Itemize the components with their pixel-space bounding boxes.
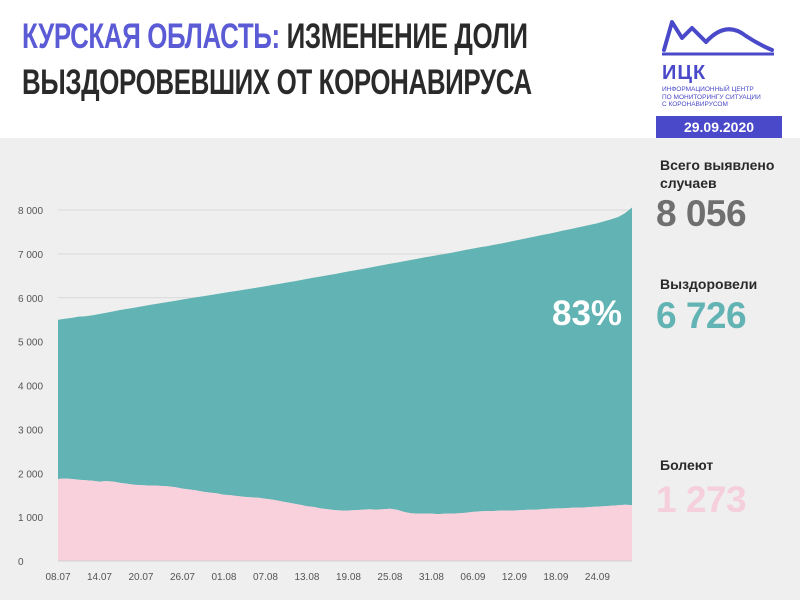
y-tick-label: 6 000: [18, 294, 43, 305]
y-tick-label: 0: [18, 557, 24, 568]
y-tick-label: 2 000: [18, 469, 43, 480]
y-tick-label: 3 000: [18, 425, 43, 436]
logo-subtitle-line: ПО МОНИТОРИНГУ СИТУАЦИИ: [662, 93, 761, 101]
total-cases-value: 8 056: [656, 193, 747, 234]
total-cases-label: Всего выявлено случаев: [660, 156, 774, 192]
total-cases-label-line: Всего выявлено: [660, 157, 775, 173]
title-line-2: ВЫЗДОРОВЕВШИХ ОТ КОРОНАВИРУСА: [22, 63, 532, 102]
y-tick-label: 8 000: [18, 206, 43, 217]
title-line-1: КУРСКАЯ ОБЛАСТЬ: ИЗМЕНЕНИЕ ДОЛИ: [22, 14, 528, 60]
x-tick-label: 12.09: [502, 572, 527, 583]
sick-value: 1 273: [656, 479, 747, 520]
x-tick-label: 06.09: [460, 572, 485, 583]
x-tick-label: 13.08: [294, 572, 319, 583]
title-region: КУРСКАЯ ОБЛАСТЬ:: [22, 17, 280, 56]
x-tick-label: 08.07: [45, 572, 70, 583]
x-tick-label: 24.09: [585, 572, 610, 583]
total-cases-label-line: случаев: [660, 175, 717, 191]
area-chart: 0 1 000 2 000 3 000 4 000 5 000 6 000 7 000 8 00…: [18, 206, 632, 583]
x-tick-label: 14.07: [87, 572, 112, 583]
x-tick-label: 31.08: [419, 572, 444, 583]
sick-label: Болеют: [660, 457, 714, 473]
logo-subtitle-line: ИНФОРМАЦИОННЫЙ ЦЕНТР: [662, 86, 754, 93]
x-tick-label: 07.08: [253, 572, 278, 583]
recovered-share-label: 83%: [552, 294, 623, 333]
recovered-label: Выздоровели: [660, 276, 758, 292]
logo-mountain-icon: [662, 20, 774, 56]
x-tick-label: 20.07: [128, 572, 153, 583]
y-tick-label: 5 000: [18, 338, 43, 349]
page-title: КУРСКАЯ ОБЛАСТЬ: ИЗМЕНЕНИЕ ДОЛИ ВЫЗДОРОВ…: [22, 14, 532, 106]
title-topic: ИЗМЕНЕНИЕ ДОЛИ: [286, 17, 528, 56]
y-tick-label: 1 000: [18, 513, 43, 524]
logo-subtitle: ИНФОРМАЦИОННЫЙ ЦЕНТР ПО МОНИТОРИНГУ СИТУ…: [662, 86, 782, 109]
x-tick-label: 19.08: [336, 572, 361, 583]
logo-name: ИЦК: [662, 62, 707, 84]
header-area: [0, 0, 800, 138]
x-tick-label: 26.07: [170, 572, 195, 583]
x-tick-label: 18.09: [543, 572, 568, 583]
y-tick-label: 7 000: [18, 250, 43, 261]
series-area-sick: [58, 478, 632, 561]
series-area-recovered: [58, 207, 632, 515]
x-tick-label: 01.08: [211, 572, 236, 583]
logo-subtitle-line: С КОРОНАВИРУСОМ: [662, 101, 728, 108]
x-tick-label: 25.08: [377, 572, 402, 583]
y-tick-label: 4 000: [18, 382, 43, 393]
recovered-value: 6 726: [656, 295, 747, 336]
date-badge: 29.09.2020: [656, 116, 782, 138]
